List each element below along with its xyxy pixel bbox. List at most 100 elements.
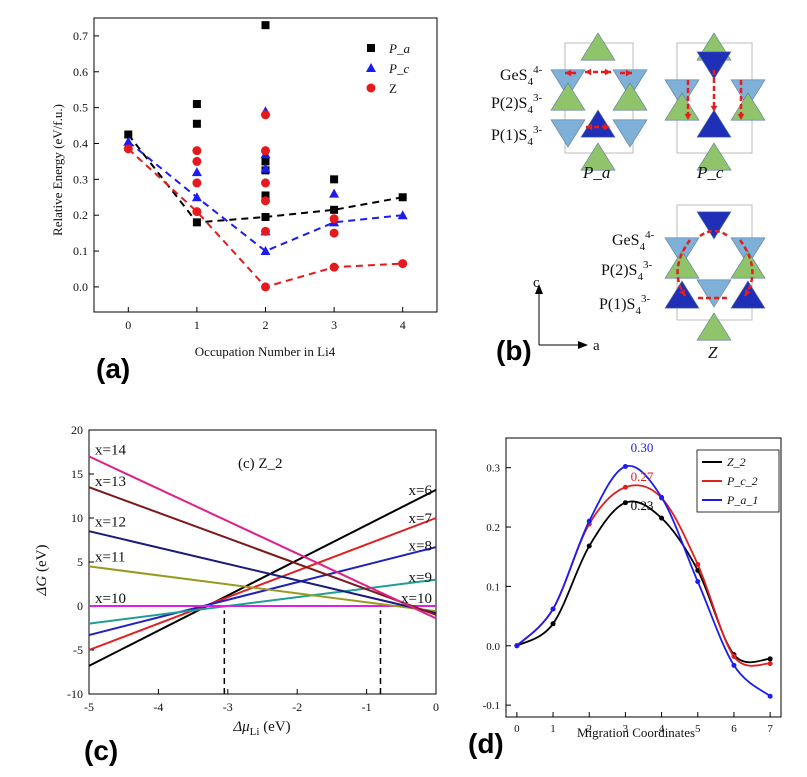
x-tick-label: 1 [194,318,200,332]
point-P_a [261,191,270,200]
label-p1s4-z: P(1)S43- [599,293,650,317]
arrowhead [710,105,718,112]
x-tick-label: -2 [292,700,302,714]
cell-label-P_c: P_c [696,163,724,182]
tetrahedron-p1s4 [730,280,766,309]
panel-label-a: (a) [96,353,130,384]
point-P_a [192,218,201,227]
axis-a-arrowhead [578,341,588,349]
energy-line-x=11 [88,565,437,613]
point-Z [261,226,270,236]
x-tick-label: 3 [623,723,629,735]
y-tick-label: 0.1 [486,581,500,593]
legend-label-P_a: P_a [388,41,410,56]
panel-label-c: (c) [84,735,118,766]
tetrahedron-pair-bottom [730,92,766,121]
y-tick-label: 15 [71,467,83,481]
point-P_c [191,192,202,202]
line-label-right: x=7 [409,511,433,527]
legend-label-P_c: P_c [388,61,409,76]
x-tick-label: 3 [331,318,337,332]
x-tick-label: 2 [586,723,592,735]
point-Z [192,178,202,188]
label-ges4: GeS44- [500,64,543,88]
point-P_a_1 [622,463,628,469]
tetrahedron-ges4 [696,312,732,341]
y-tick-label: 20 [71,423,83,437]
legend-square-marker [367,44,375,52]
y-tick-label: 0.3 [486,463,500,475]
annotation-0.23: 0.23 [631,498,654,513]
point-P_a_1 [767,693,773,699]
point-Z [261,110,270,120]
tetrahedron-ges4 [580,142,616,171]
point-P_a [124,130,133,139]
point-P_a [398,193,407,202]
tetrahedron-p1s4 [696,51,732,80]
x-tick-label: 1 [550,723,556,735]
x-tick-label: 6 [731,723,737,735]
x-tick-label: 0 [125,318,131,332]
panel-a-ylabel: Relative Energy (eV/f.u.) [50,104,65,236]
arrowhead [745,289,751,296]
point-Z_2 [767,656,773,662]
point-P_c_2 [731,653,737,659]
x-tick-label: 7 [767,723,773,735]
x-tick-label: 2 [263,318,269,332]
tetrahedron-p2s4 [696,279,732,308]
energy-line-x=13 [88,486,437,616]
panel-d-legend: Z_2 P_c_2 P_a_1 [696,449,780,513]
panel-a-chart: 0 1 2 3 4 0.0 0.1 0.2 0.3 0.4 0.5 0.6 0.7 Relative E… [50,17,438,384]
axis-a-label: a [593,338,600,354]
point-P_a_1 [695,579,701,585]
arrowhead [737,113,745,120]
line-label-left: x=10 [95,591,126,607]
tetrahedron-p2s4 [612,119,648,148]
point-Z [261,196,270,206]
legend-label-P_c_2: P_c_2 [726,474,758,488]
point-P_a [261,212,270,221]
y-tick-label: 0.2 [486,522,500,534]
tetrahedron-p1s4 [664,280,700,309]
point-P_a_1 [586,518,592,524]
tetrahedron-p1s4 [696,211,732,240]
legend-circle-marker [366,83,376,93]
arrowhead [603,123,610,131]
y-tick-label: 0.4 [73,136,88,150]
arrowhead [565,69,572,77]
energy-line-x=8 [88,546,437,637]
point-Z [329,228,339,238]
point-P_a [192,100,201,109]
legend-label-P_a_1: P_a_1 [726,493,758,507]
x-tick-label: 0 [514,723,520,735]
x-tick-label: -5 [84,700,94,714]
point-P_a [261,157,270,166]
tetrahedron-p2s4 [550,119,586,148]
line-label-left: x=14 [95,442,126,458]
y-tick-label: 5 [77,555,83,569]
x-tick-label: -1 [362,700,372,714]
point-P_c_2 [695,561,701,567]
cell-label-P_a: P_a [582,163,610,182]
axis-c-label: c [533,275,540,291]
tetrahedron-p1s4 [696,109,732,138]
line-label-right: x=6 [409,483,433,499]
point-P_c [191,167,202,177]
label-p2s4: P(2)S43- [491,92,542,116]
panel-b-structure-diagram: GeS44- P(2)S43- P(1)S43- GeS44- P(2)S43-… [491,32,766,366]
arrowhead [679,289,685,296]
legend-triangle-marker [366,63,376,72]
y-tick-label: 0.2 [73,208,88,222]
x-tick-label: -4 [153,700,163,714]
arrowhead [585,68,592,76]
x-tick-label: 0 [433,700,439,714]
panel-label-b: (b) [496,335,532,366]
panel-d-frame [505,437,782,718]
point-Z_2 [586,543,592,549]
tetrahedron-p1s4 [580,109,616,138]
panel-d-chart: 0 1 2 3 4 5 6 7-0.10.00.10.20.3 0.30 0.27 0.23 … [468,437,782,759]
point-P_c [260,246,271,256]
point-P_c_2 [622,484,628,490]
energy-line-x=14 [88,455,437,620]
tetrahedron-pair-bottom [612,82,648,111]
